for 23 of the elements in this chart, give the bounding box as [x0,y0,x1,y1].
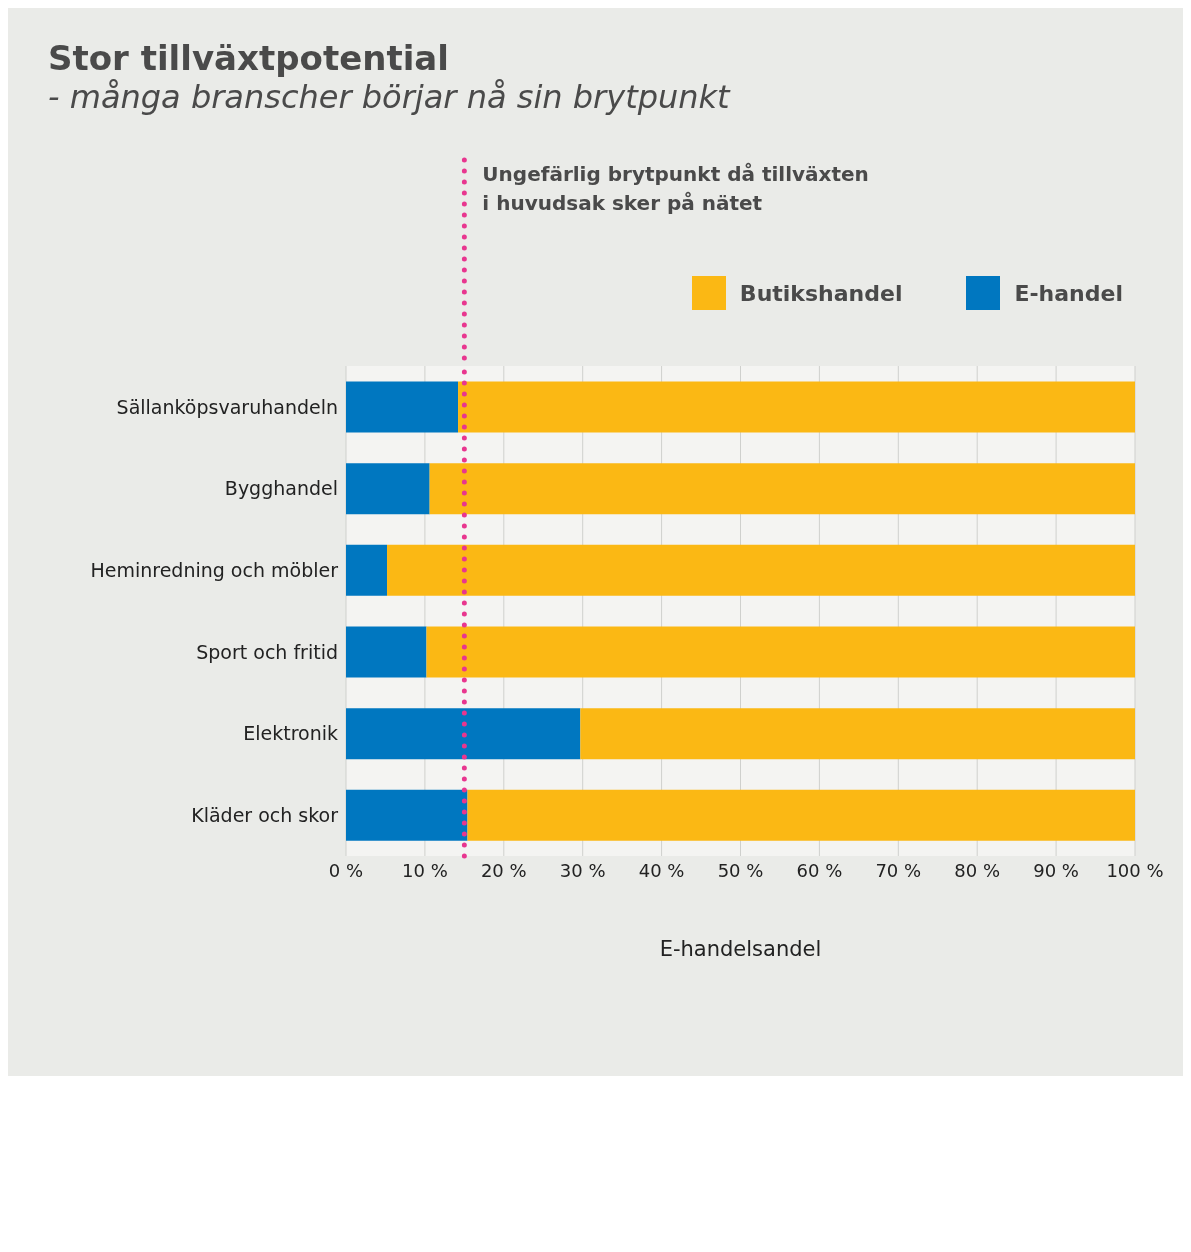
x-tick-label: 50 % [717,859,764,881]
y-tick-label: Sport och fritid [196,640,338,663]
chart-subtitle: - många branscher börjar nå sin brytpunkt [48,78,732,116]
y-tick-label: Heminredning och möbler [90,558,339,581]
y-tick-label: Bygghandel [224,477,338,500]
x-tick-label: 30 % [559,859,606,881]
legend-label: E-handel [1014,280,1123,306]
x-tick-label: 10 % [402,859,448,881]
x-tick-label: 40 % [638,859,685,881]
y-tick-label: Kläder och skor [191,803,339,826]
x-axis-title: E-handelsandel [659,937,822,961]
ref-line-label: Ungefärlig brytpunkt då tillväxten i huvudsak sker på nätet [482,162,869,215]
x-tick-label: 20 % [480,859,527,881]
x-tick-label: 80 % [954,859,1001,881]
legend-label: Butikshandel [739,280,903,306]
chart-title: Stor tillväxtpotential [48,38,450,78]
x-tick-label: 60 % [796,859,843,881]
x-tick-label: 70 % [875,859,922,881]
x-tick-label: 0 % [328,859,364,881]
x-tick-label: 90 % [1033,859,1079,881]
y-tick-label: Sällanköpsvaruhandeln [116,395,338,418]
y-tick-label: Elektronik [243,722,338,745]
x-tick-label: 100 % [1106,859,1164,881]
